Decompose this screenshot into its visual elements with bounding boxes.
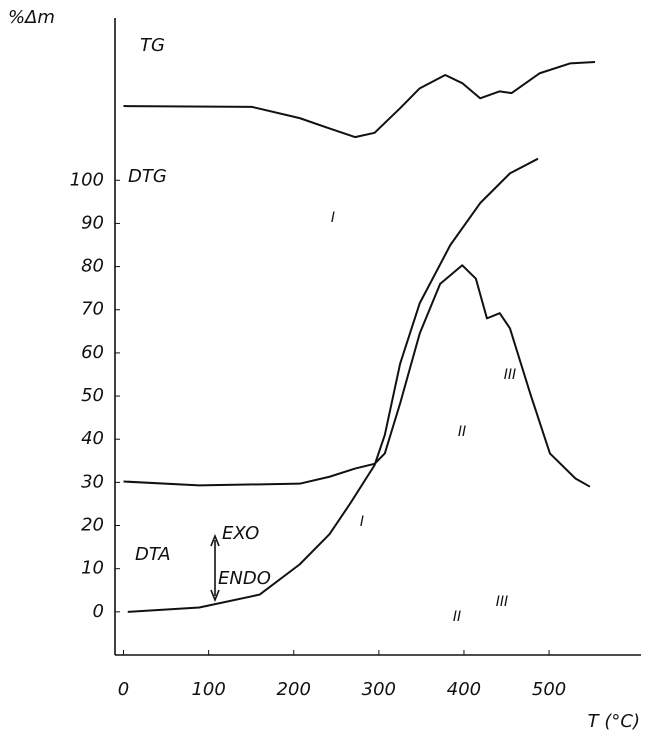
annotation: ENDO — [218, 568, 271, 589]
x-tick-label: 0 — [118, 679, 129, 700]
x-tick-label: 100 — [191, 679, 225, 700]
curve — [123, 61, 596, 139]
y-tick-label: 50 — [81, 385, 104, 406]
annotation: EXO — [222, 523, 259, 544]
annotation: III — [496, 594, 508, 610]
y-tick-label: 80 — [81, 256, 104, 277]
y-tick-label: 10 — [81, 558, 104, 579]
x-tick-label: 300 — [362, 679, 396, 700]
y-tick-label: 60 — [81, 342, 104, 363]
y-tick-label: 40 — [81, 428, 104, 449]
series-label: DTA — [135, 544, 171, 565]
x-tick-label: 500 — [532, 679, 566, 700]
annotation: III — [504, 367, 516, 383]
series-label: TG — [140, 35, 165, 56]
x-axis-label: T (°C) — [588, 711, 640, 732]
y-tick-label: 100 — [70, 169, 104, 190]
y-axis-label: %Δm — [8, 7, 55, 28]
y-tick-label: 20 — [81, 515, 104, 536]
annotation: II — [458, 424, 466, 440]
curve — [123, 264, 591, 488]
y-tick-label: 90 — [81, 212, 104, 233]
y-tick-label: 70 — [81, 299, 104, 320]
annotation: II — [453, 609, 461, 625]
curve — [127, 157, 539, 613]
annotation: I — [331, 210, 335, 226]
annotation: I — [360, 514, 364, 530]
x-tick-label: 200 — [277, 679, 311, 700]
y-tick-label: 0 — [93, 601, 104, 622]
series-label: DTG — [128, 166, 167, 187]
arrow-heads — [210, 533, 220, 603]
y-tick-label: 30 — [81, 471, 104, 492]
x-tick-label: 400 — [447, 679, 481, 700]
